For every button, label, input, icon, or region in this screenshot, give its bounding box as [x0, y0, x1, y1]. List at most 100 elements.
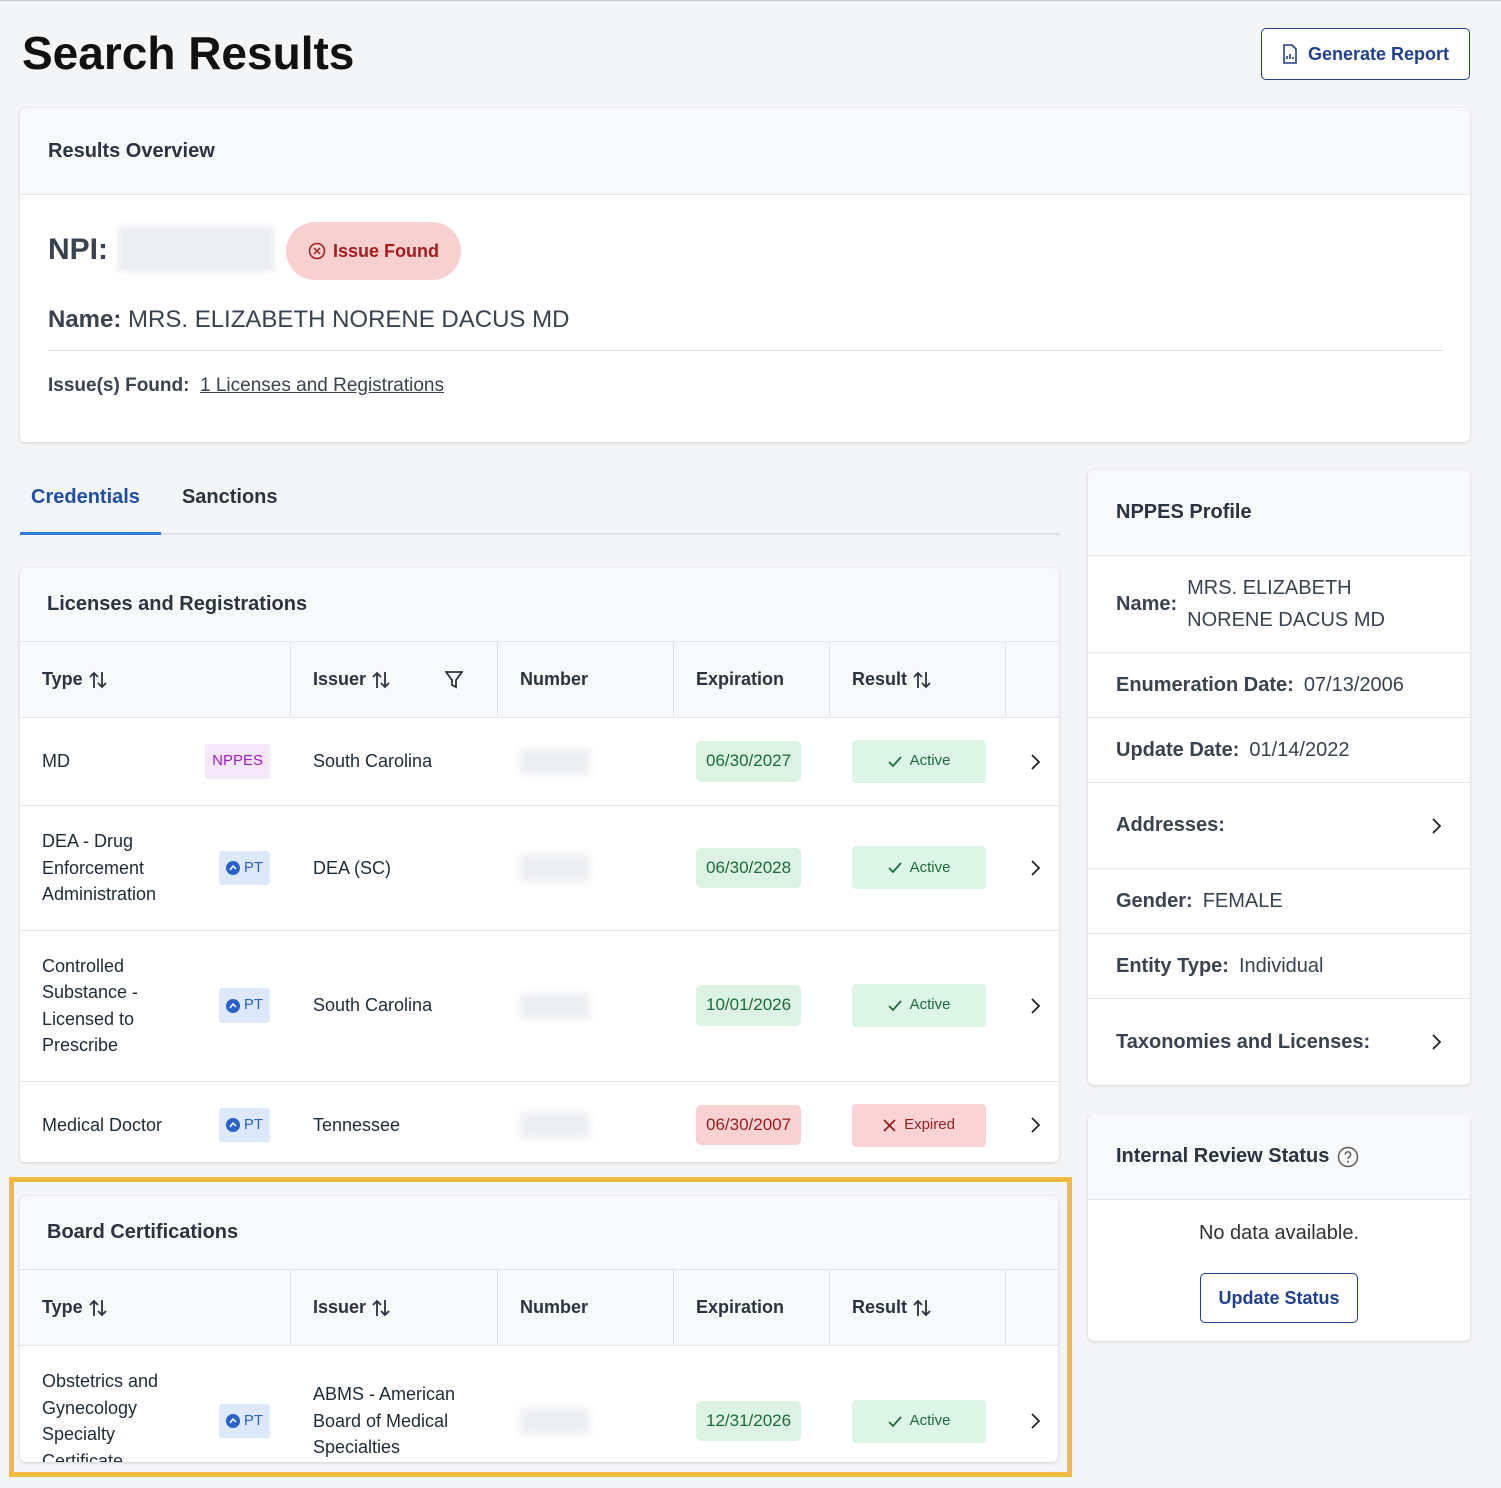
- expiration: 06/30/2028: [696, 847, 802, 888]
- number-cell: [498, 718, 674, 806]
- type: Obstetrics and Gynecology Specialty Cert…: [42, 1371, 159, 1462]
- source-icon: [225, 1118, 240, 1132]
- source-label: NPPES: [212, 752, 263, 770]
- card-title: Results Overview: [20, 108, 1470, 195]
- sort-icon: [89, 1299, 107, 1316]
- type-cell: Controlled Substance - Licensed to Presc…: [20, 931, 291, 1082]
- profile-field: Update Date: 01/14/2022: [1088, 718, 1470, 783]
- column-label: Expiration: [696, 1297, 785, 1317]
- issuer-cell: South Carolina: [291, 718, 498, 806]
- field-label: Gender:: [1116, 889, 1193, 912]
- name-row: Name: MRS. ELIZABETH NORENE DACUS MD: [48, 306, 569, 334]
- field-label: Update Date:: [1116, 738, 1240, 761]
- row-expand[interactable]: [1006, 1082, 1059, 1163]
- check-icon: [887, 1415, 902, 1427]
- field-label: Entity Type:: [1116, 954, 1229, 977]
- issue-icon: [308, 242, 326, 260]
- source-tag: PT: [218, 1107, 270, 1143]
- result-badge: Active: [852, 846, 986, 890]
- field-value: 07/13/2006: [1303, 674, 1404, 696]
- button-label: Update Status: [1218, 1287, 1340, 1308]
- column-label: Number: [520, 669, 589, 689]
- column-header: [1006, 1270, 1058, 1346]
- source-icon: [225, 860, 240, 875]
- chevron-icon: [1031, 1117, 1041, 1133]
- help-icon[interactable]: [1337, 1146, 1359, 1168]
- number-redacted: [520, 854, 590, 881]
- number-redacted: [520, 992, 590, 1019]
- column-header: Expiration: [674, 1270, 830, 1346]
- source-tag: PT: [218, 1403, 270, 1439]
- issues-link[interactable]: 1 Licenses and Registrations: [200, 375, 444, 396]
- field-label: Addresses:: [1116, 814, 1225, 836]
- result-cell: Active: [830, 931, 1006, 1082]
- type: Controlled Substance - Licensed to Presc…: [42, 955, 139, 1056]
- sort-icon: [89, 671, 107, 688]
- npi-label: NPI:: [48, 233, 108, 266]
- result-badge: Active: [852, 1399, 986, 1443]
- chevron-icon: [1031, 997, 1041, 1014]
- profile-field: Entity Type: Individual: [1088, 934, 1470, 999]
- issuer-cell: ABMS - American Board of Medical Special…: [291, 1346, 498, 1462]
- column-label: Type: [42, 669, 83, 689]
- expiration: 10/01/2026: [696, 985, 802, 1026]
- type-cell: MD NPPES: [20, 718, 291, 806]
- column-header: Type: [20, 642, 291, 718]
- generate-report-button[interactable]: Generate Report: [1261, 28, 1470, 80]
- row-expand[interactable]: [1006, 931, 1059, 1082]
- profile-field[interactable]: Addresses:: [1088, 783, 1470, 869]
- chevron: [1431, 1033, 1442, 1051]
- field-label: Enumeration Date:: [1116, 673, 1294, 696]
- board-card: Board Certifications Type Issuer Number Expi…: [20, 1196, 1058, 1462]
- tab[interactable]: Credentials: [20, 486, 161, 535]
- expiration: 06/30/2007: [696, 1104, 802, 1146]
- chevron-icon: [1031, 860, 1041, 876]
- licenses-card: Licenses and Registrations Type Issuer Numb…: [20, 568, 1059, 1162]
- report-icon: [1283, 44, 1297, 64]
- column-label: Type: [42, 1297, 83, 1317]
- review-header: Internal Review Status: [1088, 1114, 1470, 1200]
- number-cell: [498, 806, 674, 931]
- type: Medical Doctor: [42, 1114, 163, 1135]
- divider: [48, 350, 1443, 351]
- issuer-cell: South Carolina: [291, 931, 498, 1082]
- name-label: Name:: [48, 306, 122, 333]
- page-title: Search Results: [22, 27, 355, 79]
- profile-field[interactable]: Taxonomies and Licenses:: [1088, 999, 1470, 1085]
- update-status-button[interactable]: Update Status: [1200, 1273, 1358, 1323]
- type-cell: Obstetrics and Gynecology Specialty Cert…: [20, 1346, 291, 1462]
- field-value: FEMALE: [1202, 890, 1283, 912]
- row-expand[interactable]: [1006, 806, 1059, 931]
- source-label: PT: [243, 1411, 263, 1429]
- row-expand[interactable]: [1006, 1346, 1058, 1462]
- tab[interactable]: Sanctions: [181, 486, 278, 508]
- number-redacted: [520, 748, 590, 775]
- source-label: PT: [243, 858, 263, 876]
- sort-icon: [372, 671, 390, 688]
- column-header: Issuer: [291, 642, 498, 718]
- tabs: Credentials Sanctions: [20, 486, 299, 535]
- source-tag: PT: [218, 988, 270, 1023]
- card-title: Licenses and Registrations: [20, 568, 1059, 642]
- check-icon: [887, 862, 902, 874]
- field-label: Taxonomies and Licenses:: [1116, 1030, 1371, 1053]
- issuer: DEA (SC): [313, 857, 392, 878]
- result-cell: Active: [830, 806, 1006, 931]
- column-header: Issuer: [291, 1270, 498, 1346]
- top-border: [0, 0, 1501, 1]
- expiration-cell: 06/30/2028: [674, 806, 830, 931]
- expiration-cell: 12/31/2026: [674, 1346, 830, 1462]
- profile-field: Enumeration Date: 07/13/2006: [1088, 653, 1470, 718]
- column-header: [1006, 642, 1059, 718]
- column-label: Result: [852, 1297, 908, 1317]
- type-cell: Medical Doctor PT: [20, 1082, 291, 1163]
- check-icon: [887, 1000, 902, 1012]
- column-label: Result: [852, 669, 908, 689]
- filter-button[interactable]: [445, 670, 463, 689]
- row-expand[interactable]: [1006, 718, 1059, 806]
- result-badge: Active: [852, 984, 986, 1027]
- field-value: 01/14/2022: [1249, 739, 1350, 761]
- column-label: Issuer: [313, 1297, 367, 1317]
- column-header: Expiration: [674, 642, 830, 718]
